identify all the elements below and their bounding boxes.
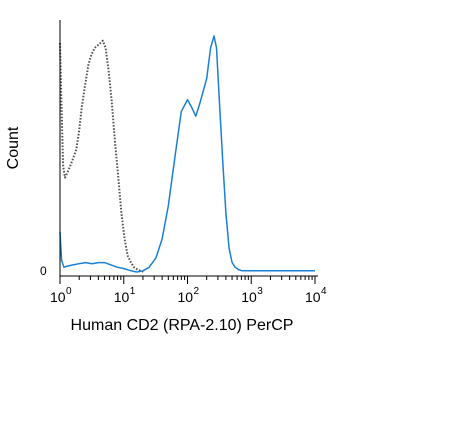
x-tick-label-exponent: 2 [194, 286, 200, 297]
x-tick-label: 10 [178, 289, 194, 305]
x-tick-label-exponent: 1 [130, 286, 136, 297]
x-tick-label: 10 [114, 289, 130, 305]
x-tick-label: 10 [50, 289, 66, 305]
y-axis-label: Count [5, 126, 22, 169]
plot-lines [59, 35, 315, 273]
x-tick-label: 10 [305, 289, 321, 305]
x-tick-label: 10 [241, 289, 257, 305]
x-tick-label-exponent: 4 [321, 286, 327, 297]
x-axis-ticks: 10 0 10 1 10 2 10 3 10 4 [50, 276, 327, 305]
series-line-dotted [59, 39, 145, 273]
y-tick-label-zero: 0 [40, 264, 47, 278]
x-tick-label-exponent: 0 [66, 286, 72, 297]
x-axis-label: Human CD2 (RPA-2.10) PerCP [71, 317, 294, 334]
series-line-solid [59, 35, 315, 273]
x-tick-label-exponent: 3 [257, 286, 263, 297]
